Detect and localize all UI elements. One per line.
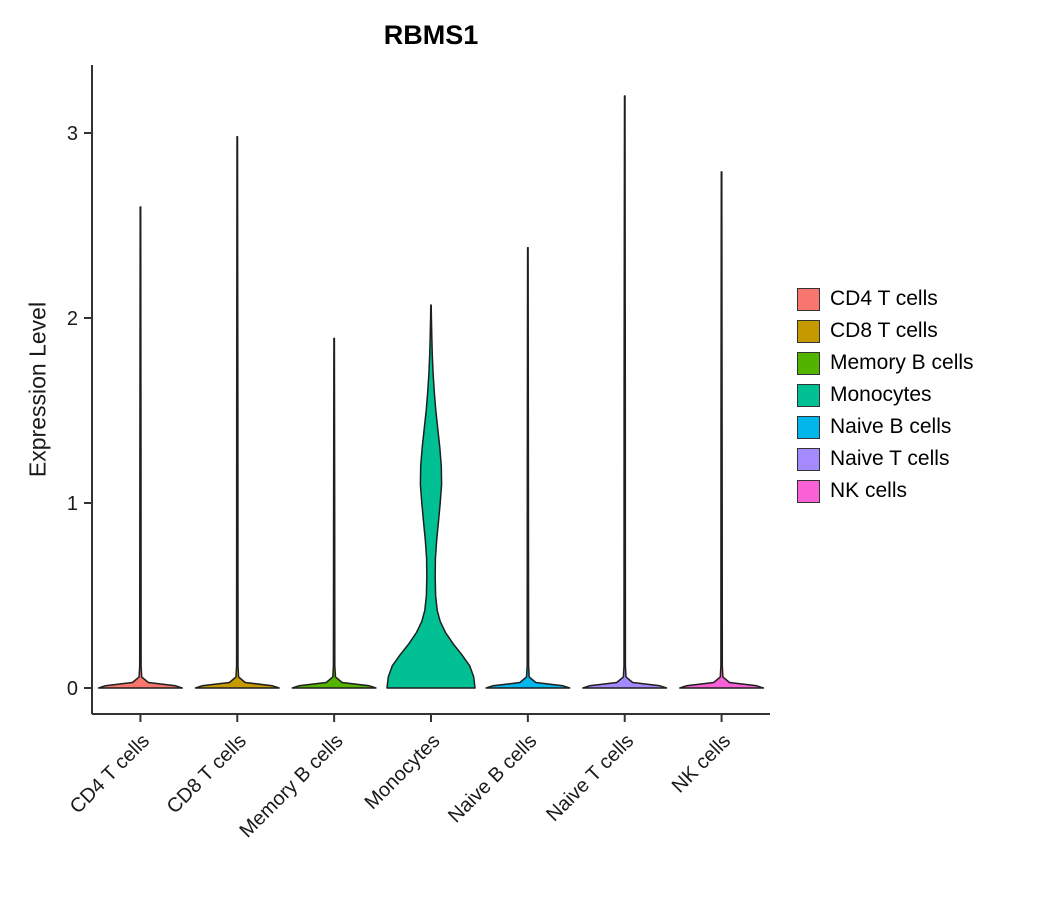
x-tick-label-nk-cells: NK cells — [668, 730, 735, 797]
y-tick-label: 3 — [67, 123, 78, 145]
legend-item-naive-b-cells: Naive B cells — [797, 411, 974, 443]
violin-nk-cells — [679, 171, 765, 689]
x-tick-label-naive-b-cells: Naive B cells — [444, 730, 541, 827]
violin-naive-t-cells — [582, 95, 668, 689]
legend-label: Monocytes — [830, 383, 932, 406]
x-tick-label-monocytes: Monocytes — [361, 730, 445, 814]
legend-swatch-naive-t-cells — [797, 447, 820, 471]
violin-cd8-t-cells — [194, 135, 280, 689]
legend-swatch-naive-b-cells — [797, 415, 820, 439]
legend-label: CD4 T cells — [830, 287, 938, 310]
legend-swatch-cd4-t-cells — [797, 287, 820, 311]
legend: CD4 T cells CD8 T cells Memory B cells Mono… — [797, 283, 974, 507]
legend-label: Naive B cells — [830, 415, 952, 438]
x-tick-label-cd4-t-cells: CD4 T cells — [66, 730, 154, 818]
y-axis-title: Expression Level — [24, 301, 51, 478]
x-tick-label-memory-b-cells: Memory B cells — [235, 730, 347, 842]
violin-memory-b-cells — [291, 337, 377, 689]
legend-label: Naive T cells — [830, 447, 950, 470]
legend-swatch-cd8-t-cells — [797, 319, 820, 343]
y-tick-label: 2 — [67, 308, 78, 330]
violin-monocytes — [386, 304, 476, 689]
legend-item-cd8-t-cells: CD8 T cells — [797, 315, 974, 347]
legend-swatch-monocytes — [797, 383, 820, 407]
legend-label: CD8 T cells — [830, 319, 938, 342]
y-tick-label: 0 — [67, 678, 78, 700]
legend-item-naive-t-cells: Naive T cells — [797, 443, 974, 475]
x-tick-label-cd8-t-cells: CD8 T cells — [163, 730, 251, 818]
legend-swatch-nk-cells — [797, 479, 820, 503]
legend-item-monocytes: Monocytes — [797, 379, 974, 411]
y-tick-label: 1 — [67, 493, 78, 515]
x-tick-label-naive-t-cells: Naive T cells — [542, 730, 638, 826]
legend-swatch-memory-b-cells — [797, 351, 820, 375]
legend-item-memory-b-cells: Memory B cells — [797, 347, 974, 379]
violin-naive-b-cells — [485, 246, 571, 689]
violin-cd4-t-cells — [97, 206, 183, 689]
legend-item-cd4-t-cells: CD4 T cells — [797, 283, 974, 315]
legend-label: Memory B cells — [830, 351, 974, 374]
legend-item-nk-cells: NK cells — [797, 475, 974, 507]
chart-title: RBMS1 — [383, 20, 479, 50]
legend-label: NK cells — [830, 479, 908, 502]
